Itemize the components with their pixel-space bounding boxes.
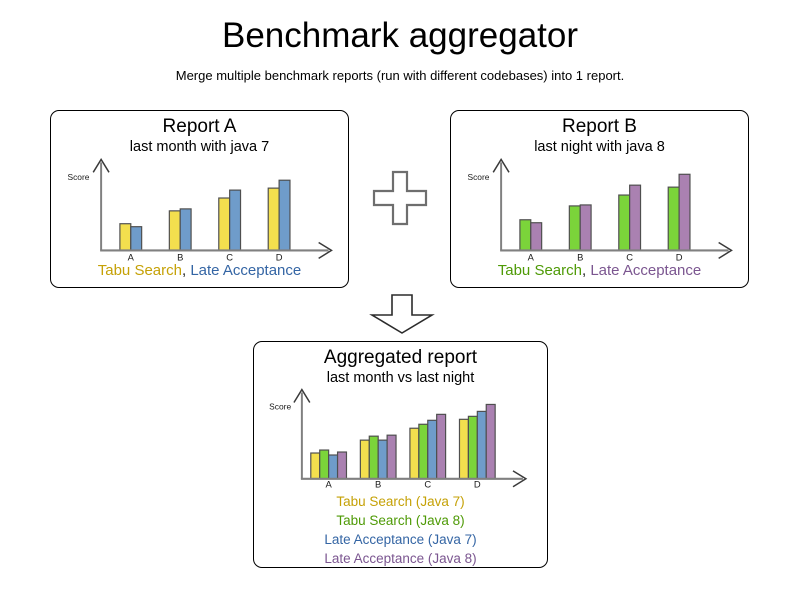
down-arrow-shape: [369, 294, 435, 334]
bar-B-series-0: [359, 439, 370, 480]
bar-A-series-1: [130, 226, 143, 252]
category-label-C: C: [626, 251, 633, 262]
bar-B-series-0: [168, 210, 181, 252]
down-arrow-icon: [369, 294, 435, 334]
aggregated-legend: Tabu Search (Java 7) Tabu Search (Java 8)…: [254, 492, 547, 568]
legend-entry-1: Tabu Search (Java 8): [336, 513, 465, 528]
bar-B-series-1: [579, 204, 592, 252]
bar-D-series-2: [476, 410, 487, 480]
legend-separator: ,: [181, 262, 191, 279]
bar-C-series-0: [218, 197, 231, 252]
legend-separator: ,: [581, 262, 591, 279]
category-label-A: A: [325, 479, 332, 490]
bar-C-series-1: [229, 189, 242, 252]
report-b-title: Report B: [562, 116, 637, 137]
bar-B-series-0: [568, 205, 581, 252]
report-a-panel: Report A last month with java 7 Score A B C…: [50, 110, 349, 288]
bar-D-series-1: [467, 415, 478, 480]
page-title: Benchmark aggregator: [221, 16, 579, 55]
report-b-bar-chart: Score A B C D: [468, 158, 733, 262]
bar-B-series-3: [386, 434, 397, 480]
category-label-D: D: [474, 479, 481, 490]
plus-icon: [372, 170, 428, 226]
y-axis-label: Score: [269, 401, 291, 411]
plus-shape: [372, 170, 428, 226]
category-label-C: C: [226, 251, 233, 262]
aggregated-report-panel: Aggregated report last month vs last nig…: [253, 341, 548, 568]
legend-entry-0: Tabu Search (Java 7): [336, 494, 465, 509]
y-axis-arrowhead: [492, 158, 510, 173]
report-a-title: Report A: [162, 116, 237, 137]
report-b-legend: Tabu Search, Late Acceptance: [451, 262, 748, 279]
y-axis-arrowhead: [293, 388, 311, 403]
bar-A-series-2: [328, 454, 339, 480]
category-label-A: A: [528, 251, 535, 262]
bar-B-series-2: [377, 439, 388, 480]
bar-D-series-1: [678, 173, 691, 252]
category-label-B: B: [577, 251, 583, 262]
aggregated-title: Aggregated report: [323, 347, 478, 368]
bar-C-series-1: [629, 184, 642, 252]
aggregated-subtitle: last month vs last night: [326, 370, 475, 386]
y-axis-arrowhead: [92, 158, 110, 173]
bar-B-series-1: [179, 208, 192, 252]
report-b-panel: Report B last night with java 8 Score A B C…: [450, 110, 749, 288]
category-label-D: D: [276, 251, 283, 262]
bar-A-series-0: [119, 223, 132, 252]
aggregated-bar-chart: Score A B C D: [269, 388, 528, 490]
category-label-C: C: [424, 479, 431, 490]
bar-D-series-0: [267, 187, 280, 252]
category-label-A: A: [128, 251, 135, 262]
legend-entry-0: Tabu Search: [497, 262, 582, 279]
bar-A-series-3: [336, 451, 348, 480]
legend-entry-1: Late Acceptance: [590, 262, 702, 279]
x-axis-arrowhead: [318, 241, 333, 259]
bar-D-series-0: [458, 418, 469, 480]
report-b-subtitle: last night with java 8: [534, 139, 665, 155]
bar-A-series-1: [319, 449, 330, 480]
legend-entry-0: Tabu Search: [97, 262, 182, 279]
bar-C-series-2: [427, 419, 438, 480]
x-axis-arrowhead: [512, 470, 528, 488]
report-a-bar-chart: Score A B C D: [68, 158, 333, 262]
y-axis-label: Score: [468, 172, 490, 182]
report-a-legend: Tabu Search, Late Acceptance: [51, 262, 348, 279]
bar-A-series-1: [530, 222, 543, 252]
bar-B-series-1: [368, 435, 379, 480]
page-subtitle: Merge multiple benchmark reports (run wi…: [175, 68, 625, 83]
bar-D-series-0: [667, 186, 680, 252]
bar-C-series-1: [418, 423, 429, 480]
bar-A-series-0: [519, 219, 532, 252]
bar-D-series-1: [278, 179, 291, 252]
bar-D-series-3: [485, 403, 496, 480]
category-label-B: B: [375, 479, 381, 490]
category-label-D: D: [676, 251, 683, 262]
legend-entry-1: Late Acceptance: [190, 262, 302, 279]
legend-entry-3: Late Acceptance (Java 8): [324, 551, 477, 566]
bar-C-series-0: [618, 194, 631, 252]
category-label-B: B: [177, 251, 183, 262]
bar-C-series-3: [436, 413, 447, 480]
bar-A-series-0: [310, 452, 321, 480]
legend-entry-2: Late Acceptance (Java 7): [324, 532, 477, 547]
report-a-subtitle: last month with java 7: [129, 139, 270, 155]
bar-C-series-0: [409, 427, 420, 480]
x-axis-arrowhead: [718, 241, 733, 259]
y-axis-label: Score: [68, 172, 90, 182]
